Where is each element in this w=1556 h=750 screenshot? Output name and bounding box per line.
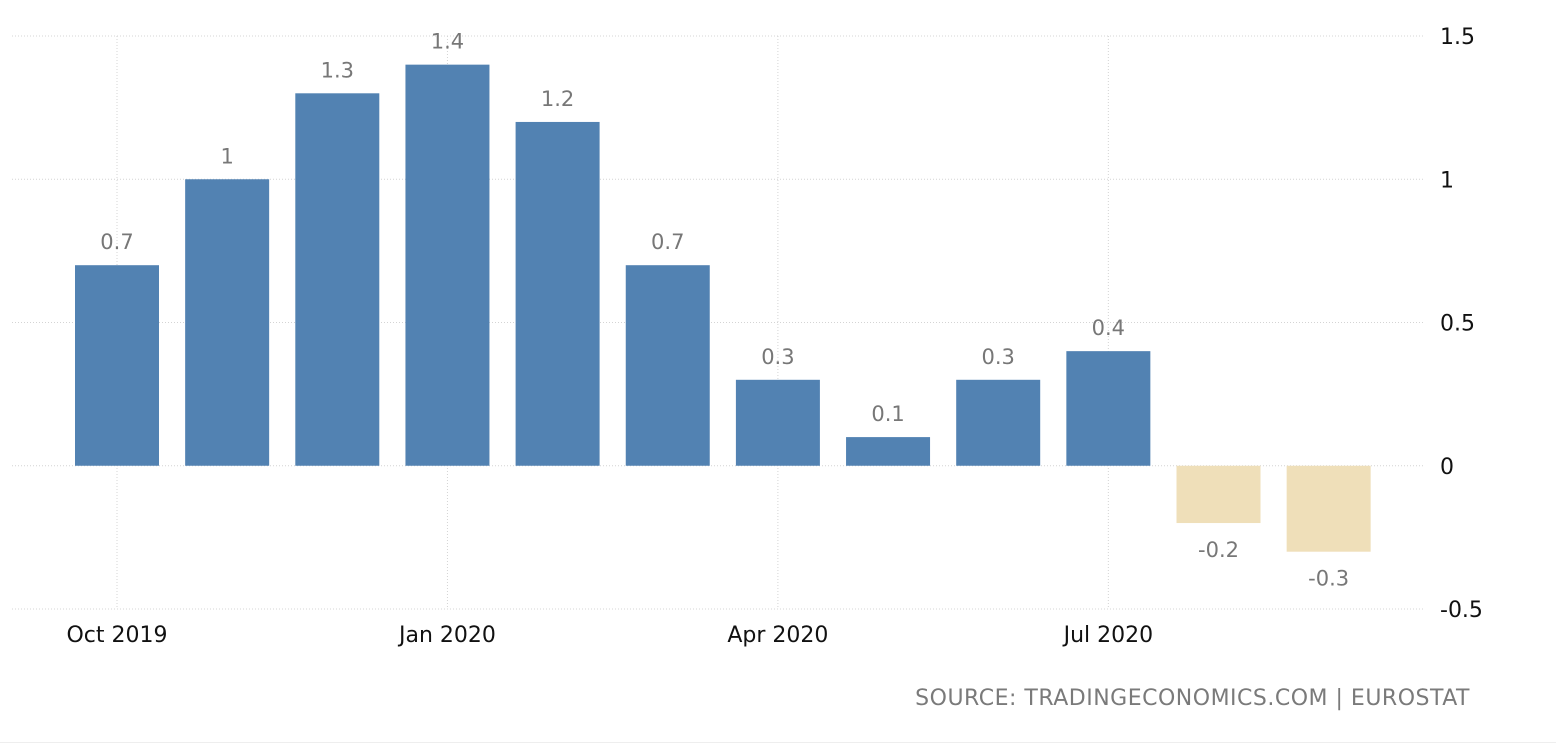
data-label: 0.3 [761, 345, 794, 369]
data-label: 0.1 [871, 402, 904, 426]
data-label: 1.3 [321, 58, 354, 82]
source-credit: SOURCE: TRADINGECONOMICS.COM | EUROSTAT [915, 686, 1470, 711]
bar [405, 64, 490, 466]
bar [625, 265, 710, 466]
bar-chart: 1.5 1 0.5 0 -0.5 Oct 2019 Jan 2020 Apr 2020 Jul … [12, 25, 1483, 648]
y-tick-label: 1 [1440, 168, 1454, 193]
bar [735, 379, 820, 466]
x-tick-label: Jan 2020 [397, 623, 496, 648]
data-label: 1.2 [541, 87, 574, 111]
data-label: 0.3 [981, 345, 1014, 369]
y-tick-label: -0.5 [1440, 598, 1483, 623]
bar [515, 121, 600, 466]
bar [1066, 351, 1151, 466]
data-label: 1.4 [431, 30, 464, 54]
bar [75, 265, 159, 466]
bottom-divider [0, 742, 1556, 743]
x-tick-label: Apr 2020 [727, 623, 828, 648]
data-label: 1 [220, 144, 233, 168]
bar [846, 437, 931, 466]
y-tick-label: 1.5 [1440, 25, 1475, 50]
y-tick-label: 0 [1440, 455, 1454, 480]
x-tick-label: Jul 2020 [1062, 623, 1154, 648]
data-label: -0.2 [1198, 538, 1239, 562]
bar [1286, 465, 1371, 552]
bar [956, 379, 1041, 466]
bar [1176, 465, 1261, 524]
data-label: -0.3 [1308, 567, 1349, 591]
data-label: 0.7 [651, 230, 684, 254]
x-tick-label: Oct 2019 [66, 623, 167, 648]
data-label: 0.7 [100, 230, 133, 254]
bar [185, 179, 270, 466]
y-tick-label: 0.5 [1440, 312, 1475, 337]
data-label: 0.4 [1092, 316, 1125, 340]
bar [295, 93, 380, 466]
